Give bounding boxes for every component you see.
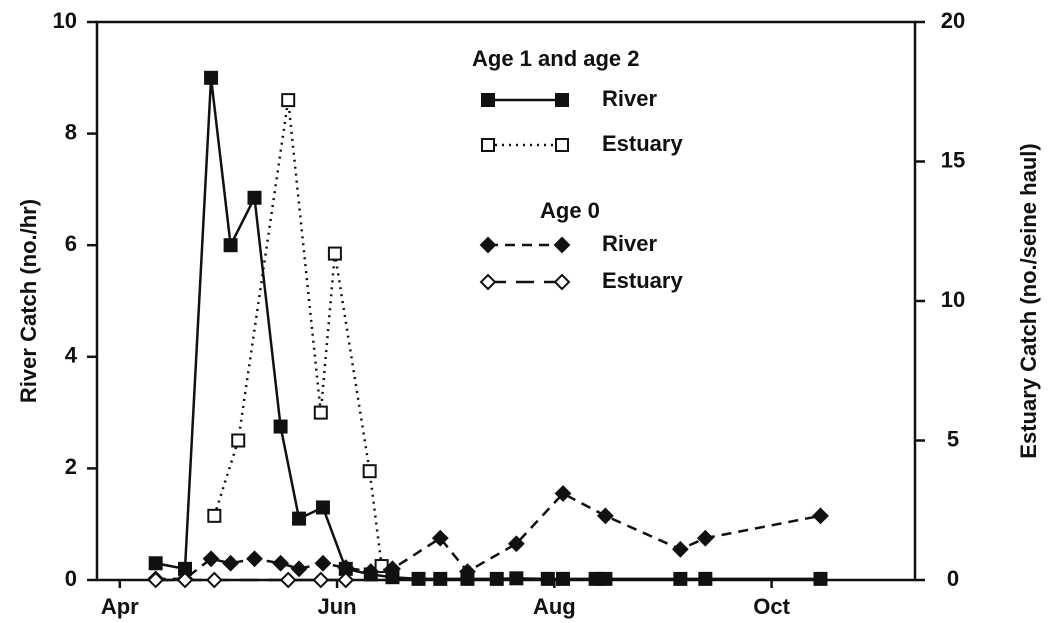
data-point (272, 554, 290, 572)
data-point (147, 571, 165, 589)
y2-tick-label: 5 (947, 426, 959, 451)
data-point (223, 238, 238, 253)
y-tick-label: 6 (65, 231, 77, 256)
data-point (671, 540, 689, 558)
data-point (314, 554, 332, 572)
legend-label: River (602, 86, 657, 111)
x-tick-label: Aug (533, 594, 576, 619)
data-point (281, 93, 296, 108)
data-point (509, 571, 524, 586)
y2-tick-label: 10 (941, 287, 965, 312)
x-tick-label: Jun (318, 594, 357, 619)
y-axis-label: River Catch (no./hr) (16, 199, 41, 403)
data-point (205, 571, 223, 589)
data-point (696, 529, 714, 547)
y-tick-label: 8 (65, 119, 77, 144)
legend-marker (479, 236, 497, 254)
data-point (507, 535, 525, 553)
data-point (459, 563, 476, 581)
y2-axis-label: Estuary Catch (no./seine haul) (1016, 143, 1041, 458)
data-point (433, 571, 448, 586)
data-point (431, 529, 449, 547)
data-point (337, 571, 355, 589)
legend-label: River (602, 231, 657, 256)
legend-marker (481, 93, 495, 107)
data-point (273, 419, 288, 434)
y2-tick-label: 15 (941, 147, 965, 172)
data-point (292, 511, 307, 526)
data-point (222, 554, 240, 572)
data-point (290, 560, 308, 578)
legend-marker (553, 273, 571, 291)
data-point (812, 507, 829, 525)
legend-label: Estuary (602, 268, 683, 293)
data-point (556, 571, 571, 586)
data-point (362, 464, 377, 479)
data-point (231, 433, 246, 448)
legend-marker (479, 273, 497, 291)
legend-title: Age 0 (540, 198, 600, 223)
y-tick-label: 2 (65, 454, 77, 479)
legend-marker (555, 93, 569, 107)
data-point (247, 190, 262, 205)
data-point (554, 485, 572, 502)
legend-marker (555, 138, 569, 152)
y2-tick-label: 20 (941, 8, 965, 33)
data-point (207, 508, 222, 523)
legend-title: Age 1 and age 2 (472, 46, 640, 71)
y-tick-label: 10 (53, 8, 77, 33)
data-point (698, 571, 713, 586)
data-point (246, 550, 263, 568)
y-tick-label: 4 (65, 343, 78, 368)
y2-tick-label: 0 (947, 566, 959, 591)
data-point (362, 563, 380, 581)
x-tick-label: Oct (753, 594, 790, 619)
legend-marker (481, 138, 495, 152)
data-point (202, 550, 220, 568)
data-point (411, 571, 426, 586)
legend-label: Estuary (602, 131, 683, 156)
data-point (148, 556, 163, 571)
data-point (673, 571, 688, 586)
data-point (176, 571, 194, 589)
data-point (204, 70, 219, 85)
data-point (540, 571, 555, 586)
data-point (313, 405, 328, 420)
data-point (312, 571, 330, 589)
data-point (598, 571, 613, 586)
series-line (213, 99, 383, 567)
data-point (384, 560, 401, 578)
data-point (279, 571, 297, 589)
data-point (489, 571, 504, 586)
data-point (315, 500, 330, 515)
data-point (327, 246, 342, 261)
legend-marker (553, 236, 571, 254)
y-tick-label: 0 (65, 566, 77, 591)
legend-box (465, 40, 725, 302)
data-point (813, 571, 828, 586)
data-point (596, 507, 614, 525)
x-tick-label: Apr (101, 594, 139, 619)
